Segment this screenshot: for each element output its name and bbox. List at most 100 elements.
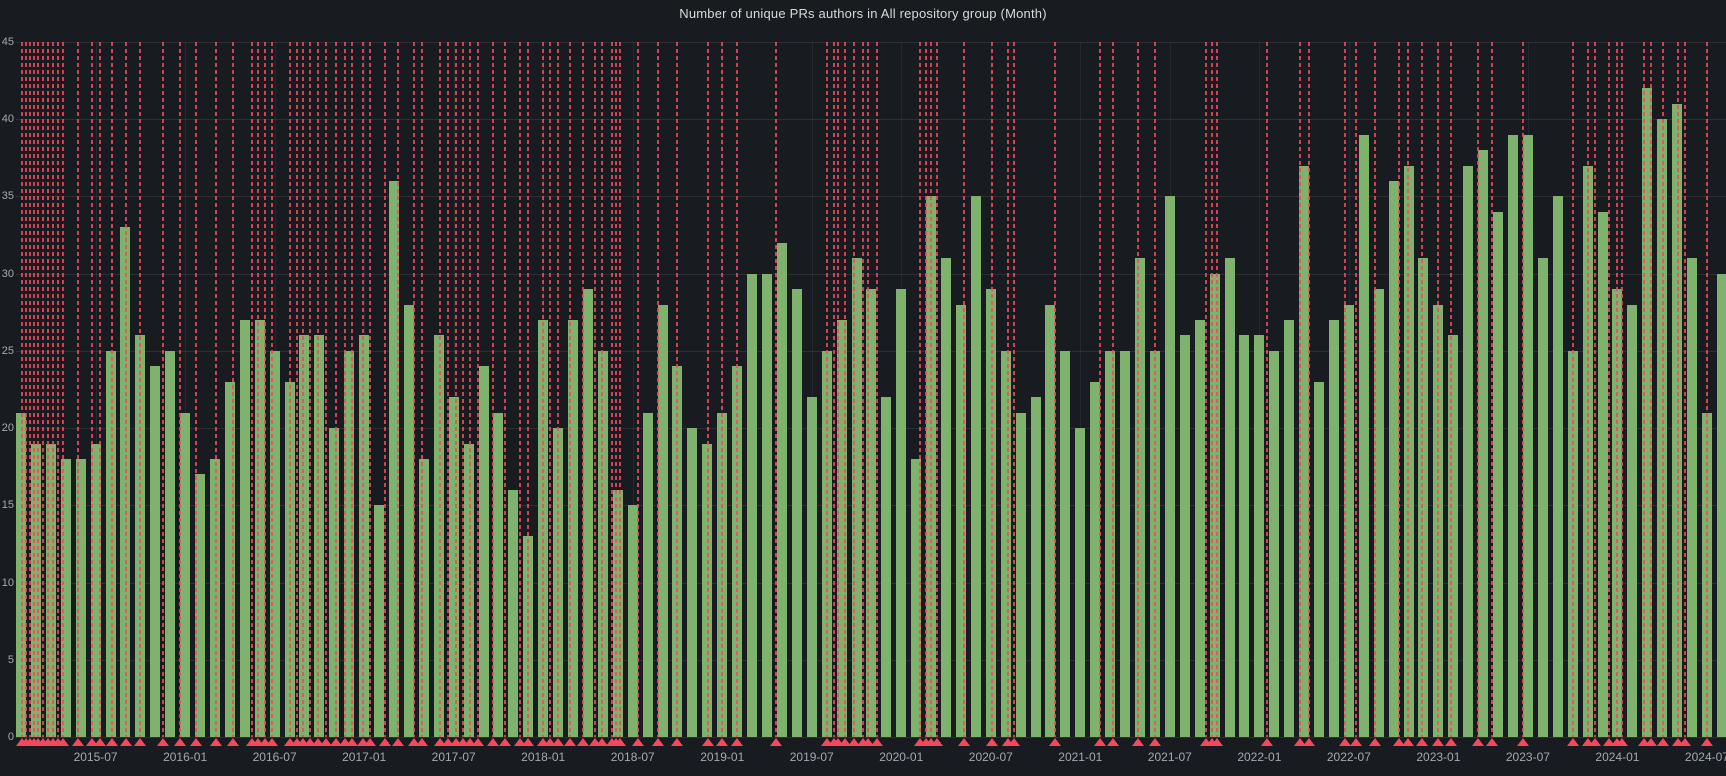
annotation-marker-icon[interactable] (296, 738, 309, 746)
annotation-marker-icon[interactable] (134, 738, 147, 746)
annotation-marker-icon[interactable] (564, 738, 577, 746)
annotation-marker-icon[interactable] (463, 738, 476, 746)
annotation-marker-icon[interactable] (1645, 738, 1657, 746)
annotation-marker-icon[interactable] (210, 738, 222, 746)
annotation-marker-icon[interactable] (1516, 738, 1529, 746)
annotation-marker-icon[interactable] (715, 738, 728, 746)
annotation-marker-icon[interactable] (1672, 738, 1684, 746)
annotation-marker-icon[interactable] (71, 738, 84, 746)
annotation-marker-icon[interactable] (1444, 738, 1457, 746)
annotation-marker-icon[interactable] (1401, 738, 1414, 746)
annotation-marker-icon[interactable] (701, 738, 714, 746)
annotation-marker-icon[interactable] (329, 738, 342, 746)
annotation-marker-icon[interactable] (1582, 738, 1595, 746)
annotation-marker-icon[interactable] (769, 738, 782, 746)
annotation-marker-icon[interactable] (450, 738, 463, 746)
annotation-marker-icon[interactable] (227, 738, 239, 746)
annotation-marker-icon[interactable] (1368, 738, 1381, 746)
annotation-marker-icon[interactable] (1602, 738, 1615, 746)
annotation-marker-icon[interactable] (1566, 738, 1579, 746)
annotation-marker-icon[interactable] (407, 738, 420, 746)
annotation-marker-icon[interactable] (1679, 738, 1692, 746)
annotation-marker-icon[interactable] (1471, 738, 1484, 746)
annotation-marker-icon[interactable] (521, 738, 534, 746)
annotation-marker-icon[interactable] (588, 738, 601, 746)
annotation-marker-icon[interactable] (1007, 738, 1020, 746)
annotation-marker-icon[interactable] (106, 738, 118, 746)
annotation-marker-icon[interactable] (514, 738, 527, 746)
annotation-marker-icon[interactable] (487, 738, 500, 746)
annotation-marker-icon[interactable] (1303, 738, 1316, 746)
annotation-marker-icon[interactable] (985, 738, 998, 746)
annotation-marker-icon[interactable] (731, 738, 743, 746)
annotation-marker-icon[interactable] (1260, 738, 1273, 746)
annotation-marker-icon[interactable] (416, 738, 429, 746)
annotation-marker-icon[interactable] (265, 738, 278, 746)
annotation-marker-icon[interactable] (832, 738, 845, 746)
annotation-marker-icon[interactable] (1616, 738, 1629, 746)
annotation-marker-icon[interactable] (820, 738, 833, 746)
annotation-marker-icon[interactable] (456, 738, 469, 746)
annotation-marker-icon[interactable] (1431, 738, 1444, 746)
annotation-marker-icon[interactable] (1199, 738, 1212, 746)
annotation-marker-icon[interactable] (1637, 738, 1650, 746)
annotation-marker-icon[interactable] (93, 738, 106, 746)
annotation-marker-icon[interactable] (957, 738, 970, 746)
annotation-marker-icon[interactable] (345, 738, 358, 746)
annotation-line (1204, 42, 1207, 737)
annotation-marker-icon[interactable] (251, 738, 264, 746)
annotation-marker-icon[interactable] (258, 738, 271, 746)
annotation-marker-icon[interactable] (157, 738, 170, 746)
annotation-marker-icon[interactable] (1149, 738, 1162, 746)
annotation-marker-icon[interactable] (839, 738, 852, 746)
annotation-marker-icon[interactable] (284, 738, 296, 746)
annotation-marker-icon[interactable] (1700, 738, 1713, 746)
annotation-marker-icon[interactable] (544, 738, 557, 746)
annotation-marker-icon[interactable] (1293, 738, 1306, 746)
annotation-marker-icon[interactable] (471, 738, 484, 746)
annotation-marker-icon[interactable] (499, 738, 511, 746)
panel-title[interactable]: Number of unique PRs authors in All repo… (679, 6, 1047, 21)
annotation-marker-icon[interactable] (56, 738, 69, 746)
annotation-marker-icon[interactable] (120, 738, 133, 746)
annotation-marker-icon[interactable] (304, 738, 316, 746)
annotation-marker-icon[interactable] (1485, 738, 1498, 746)
annotation-marker-icon[interactable] (595, 738, 608, 746)
annotation-marker-icon[interactable] (930, 738, 943, 746)
annotation-marker-icon[interactable] (363, 738, 376, 746)
annotation-marker-icon[interactable] (190, 738, 202, 746)
annotation-marker-icon[interactable] (433, 738, 446, 746)
annotation-marker-icon[interactable] (1094, 738, 1106, 746)
annotation-marker-icon[interactable] (356, 738, 369, 746)
annotation-marker-icon[interactable] (614, 738, 627, 746)
annotation-marker-icon[interactable] (1350, 738, 1363, 746)
annotation-marker-icon[interactable] (1589, 738, 1602, 746)
annotation-marker-icon[interactable] (847, 738, 860, 746)
annotation-marker-icon[interactable] (537, 738, 550, 746)
annotation-marker-icon[interactable] (913, 738, 926, 746)
annotation-marker-icon[interactable] (1048, 738, 1061, 746)
annotation-marker-icon[interactable] (1106, 738, 1119, 746)
annotation-marker-icon[interactable] (551, 738, 564, 746)
annotation-marker-icon[interactable] (631, 738, 644, 746)
annotation-marker-icon[interactable] (870, 738, 883, 746)
annotation-marker-icon[interactable] (1656, 738, 1669, 746)
annotation-marker-icon[interactable] (174, 738, 187, 746)
annotation-marker-icon[interactable] (1415, 738, 1428, 746)
annotation-marker-icon[interactable] (442, 738, 454, 746)
annotation-marker-icon[interactable] (1393, 738, 1405, 746)
annotation-marker-icon[interactable] (1210, 738, 1223, 746)
annotation-marker-icon[interactable] (339, 738, 352, 746)
annotation-marker-icon[interactable] (577, 738, 590, 746)
annotation-marker-icon[interactable] (651, 738, 664, 746)
annotation-marker-icon[interactable] (862, 738, 874, 746)
annotation-marker-icon[interactable] (86, 738, 99, 746)
annotation-marker-icon[interactable] (312, 738, 325, 746)
annotation-marker-icon[interactable] (379, 738, 392, 746)
annotation-marker-icon[interactable] (1339, 738, 1351, 746)
annotation-marker-icon[interactable] (319, 738, 332, 746)
annotation-marker-icon[interactable] (671, 738, 684, 746)
annotation-marker-icon[interactable] (1132, 738, 1145, 746)
annotation-marker-icon[interactable] (392, 738, 405, 746)
